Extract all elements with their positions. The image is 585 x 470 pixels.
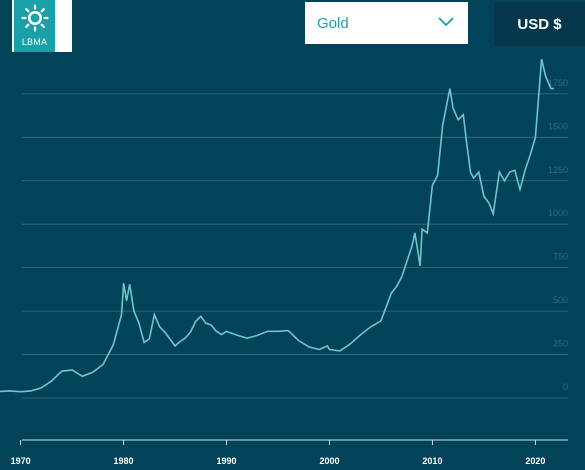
x-tick-label: 2000 <box>319 456 339 466</box>
x-tick-label: 1970 <box>11 456 31 466</box>
x-tick-label: 1990 <box>217 456 237 466</box>
x-axis: 1970 1980 1990 2000 2010 2020 <box>11 439 568 466</box>
logo-text: LBMA <box>21 37 48 47</box>
y-tick-label: 750 <box>553 252 568 262</box>
currency-label: USD $ <box>517 16 562 33</box>
metal-select-value: Gold <box>317 15 349 32</box>
lbma-logo[interactable]: LBMA <box>12 0 72 52</box>
metal-select[interactable]: Gold <box>305 2 468 44</box>
y-tick-label: 0 <box>563 382 568 392</box>
x-tick-label: 2020 <box>525 456 545 466</box>
currency-button[interactable]: USD $ <box>494 2 585 46</box>
price-line <box>0 58 554 393</box>
sun-icon <box>21 4 49 32</box>
y-tick-label: 250 <box>553 339 568 349</box>
y-axis-ticks: 0 250 500 750 1000 1250 1500 1750 <box>548 78 568 392</box>
chart-gridlines <box>22 93 568 399</box>
y-tick-label: 500 <box>553 295 568 305</box>
logo-badge: LBMA <box>14 0 55 52</box>
y-tick-label: 1500 <box>548 121 568 131</box>
x-tick-label: 2010 <box>422 456 442 466</box>
y-tick-label: 1000 <box>548 208 568 218</box>
y-tick-label: 1250 <box>548 165 568 175</box>
x-tick-label: 1980 <box>114 456 134 466</box>
chevron-down-icon <box>438 17 454 27</box>
y-tick-label: 1750 <box>548 78 568 88</box>
